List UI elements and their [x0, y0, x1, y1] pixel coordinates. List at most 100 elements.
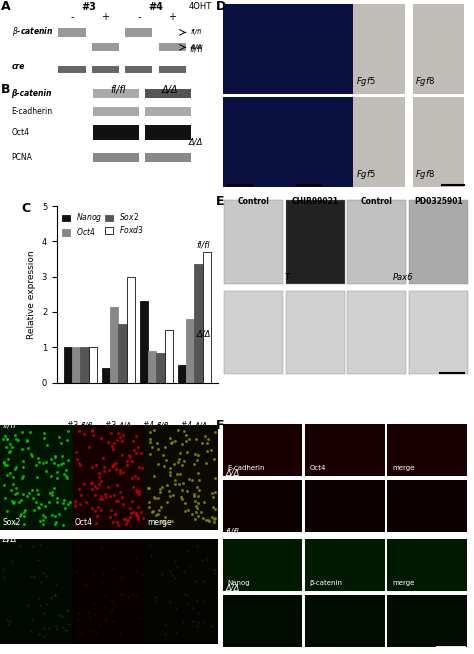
Bar [81, 347, 89, 383]
Point [36, 628, 43, 639]
Point [95, 479, 102, 489]
Point [3, 434, 10, 445]
Point [124, 515, 131, 525]
Bar [223, 595, 302, 647]
Point [85, 608, 93, 618]
Point [9, 498, 17, 509]
Text: -: - [137, 12, 140, 22]
FancyBboxPatch shape [159, 43, 186, 52]
Text: $\it{Fgf5}$: $\it{Fgf5}$ [356, 168, 375, 181]
Point [211, 487, 219, 498]
Point [204, 515, 212, 525]
Bar [127, 277, 135, 383]
Bar [224, 200, 283, 284]
Point [210, 517, 218, 527]
Point [176, 448, 183, 458]
Point [53, 493, 61, 504]
Point [97, 505, 105, 515]
Bar [223, 424, 302, 475]
Point [200, 616, 207, 627]
Text: $\beta$-catenin: $\beta$-catenin [11, 25, 53, 38]
Point [75, 483, 83, 494]
FancyBboxPatch shape [93, 124, 139, 140]
Legend: $\it{Nanog}$, $\it{Oct4}$, $\it{Sox2}$, $\it{Foxd3}$: $\it{Nanog}$, $\it{Oct4}$, $\it{Sox2}$, … [61, 210, 146, 239]
Point [51, 590, 59, 600]
Point [100, 568, 107, 579]
Point [98, 542, 105, 552]
Point [28, 614, 36, 625]
Point [23, 435, 30, 445]
Point [0, 480, 8, 490]
Point [13, 488, 20, 498]
Text: E: E [215, 195, 224, 208]
Text: fl/fl: fl/fl [156, 421, 169, 430]
Point [179, 485, 186, 495]
Point [195, 468, 202, 478]
Text: fl/fl: fl/fl [225, 528, 239, 536]
Point [114, 496, 121, 506]
Text: Pax6: Pax6 [392, 273, 413, 282]
Point [90, 430, 97, 440]
Point [11, 517, 18, 528]
Point [101, 489, 109, 499]
Point [42, 599, 50, 610]
Point [62, 465, 70, 475]
Text: Control: Control [361, 197, 393, 206]
Text: Δ/Δ: Δ/Δ [118, 421, 132, 430]
Point [33, 485, 41, 495]
Point [119, 499, 127, 509]
Point [109, 444, 117, 455]
Point [113, 517, 121, 528]
Point [97, 577, 104, 588]
Point [130, 445, 138, 455]
Point [105, 465, 113, 475]
Point [52, 590, 59, 600]
Point [191, 514, 199, 525]
Text: Δ/Δ: Δ/Δ [2, 535, 17, 543]
Point [48, 489, 56, 500]
Point [173, 627, 180, 637]
Bar [156, 353, 164, 383]
Point [155, 505, 163, 515]
Text: #4: #4 [181, 421, 194, 430]
Point [198, 438, 206, 449]
Point [151, 591, 159, 602]
Point [212, 567, 219, 577]
FancyBboxPatch shape [159, 65, 186, 73]
Point [200, 596, 208, 606]
Point [47, 593, 55, 603]
Point [61, 469, 68, 479]
Point [23, 436, 30, 447]
Point [153, 510, 160, 521]
Point [154, 459, 161, 470]
Point [153, 438, 161, 448]
Point [180, 566, 188, 577]
Point [3, 506, 10, 517]
Point [118, 571, 126, 581]
Text: E-cadherin: E-cadherin [228, 465, 265, 471]
Point [129, 496, 137, 507]
Point [36, 516, 43, 526]
Point [172, 603, 180, 613]
Point [146, 449, 154, 459]
Point [210, 492, 217, 503]
Text: fl/fl: fl/fl [2, 420, 16, 429]
Point [107, 490, 114, 501]
Point [146, 497, 153, 508]
Point [39, 515, 46, 525]
Point [37, 540, 45, 551]
Point [194, 498, 201, 509]
Point [185, 434, 193, 445]
Point [205, 516, 212, 526]
Text: $\it{Fgf8}$: $\it{Fgf8}$ [415, 168, 435, 181]
Point [104, 482, 111, 492]
Point [134, 514, 142, 525]
Point [52, 517, 60, 527]
Point [50, 458, 58, 468]
Point [133, 565, 140, 576]
Point [23, 491, 31, 502]
Point [211, 564, 219, 575]
Point [179, 616, 187, 627]
Text: merge: merge [147, 519, 172, 528]
Point [58, 611, 65, 621]
